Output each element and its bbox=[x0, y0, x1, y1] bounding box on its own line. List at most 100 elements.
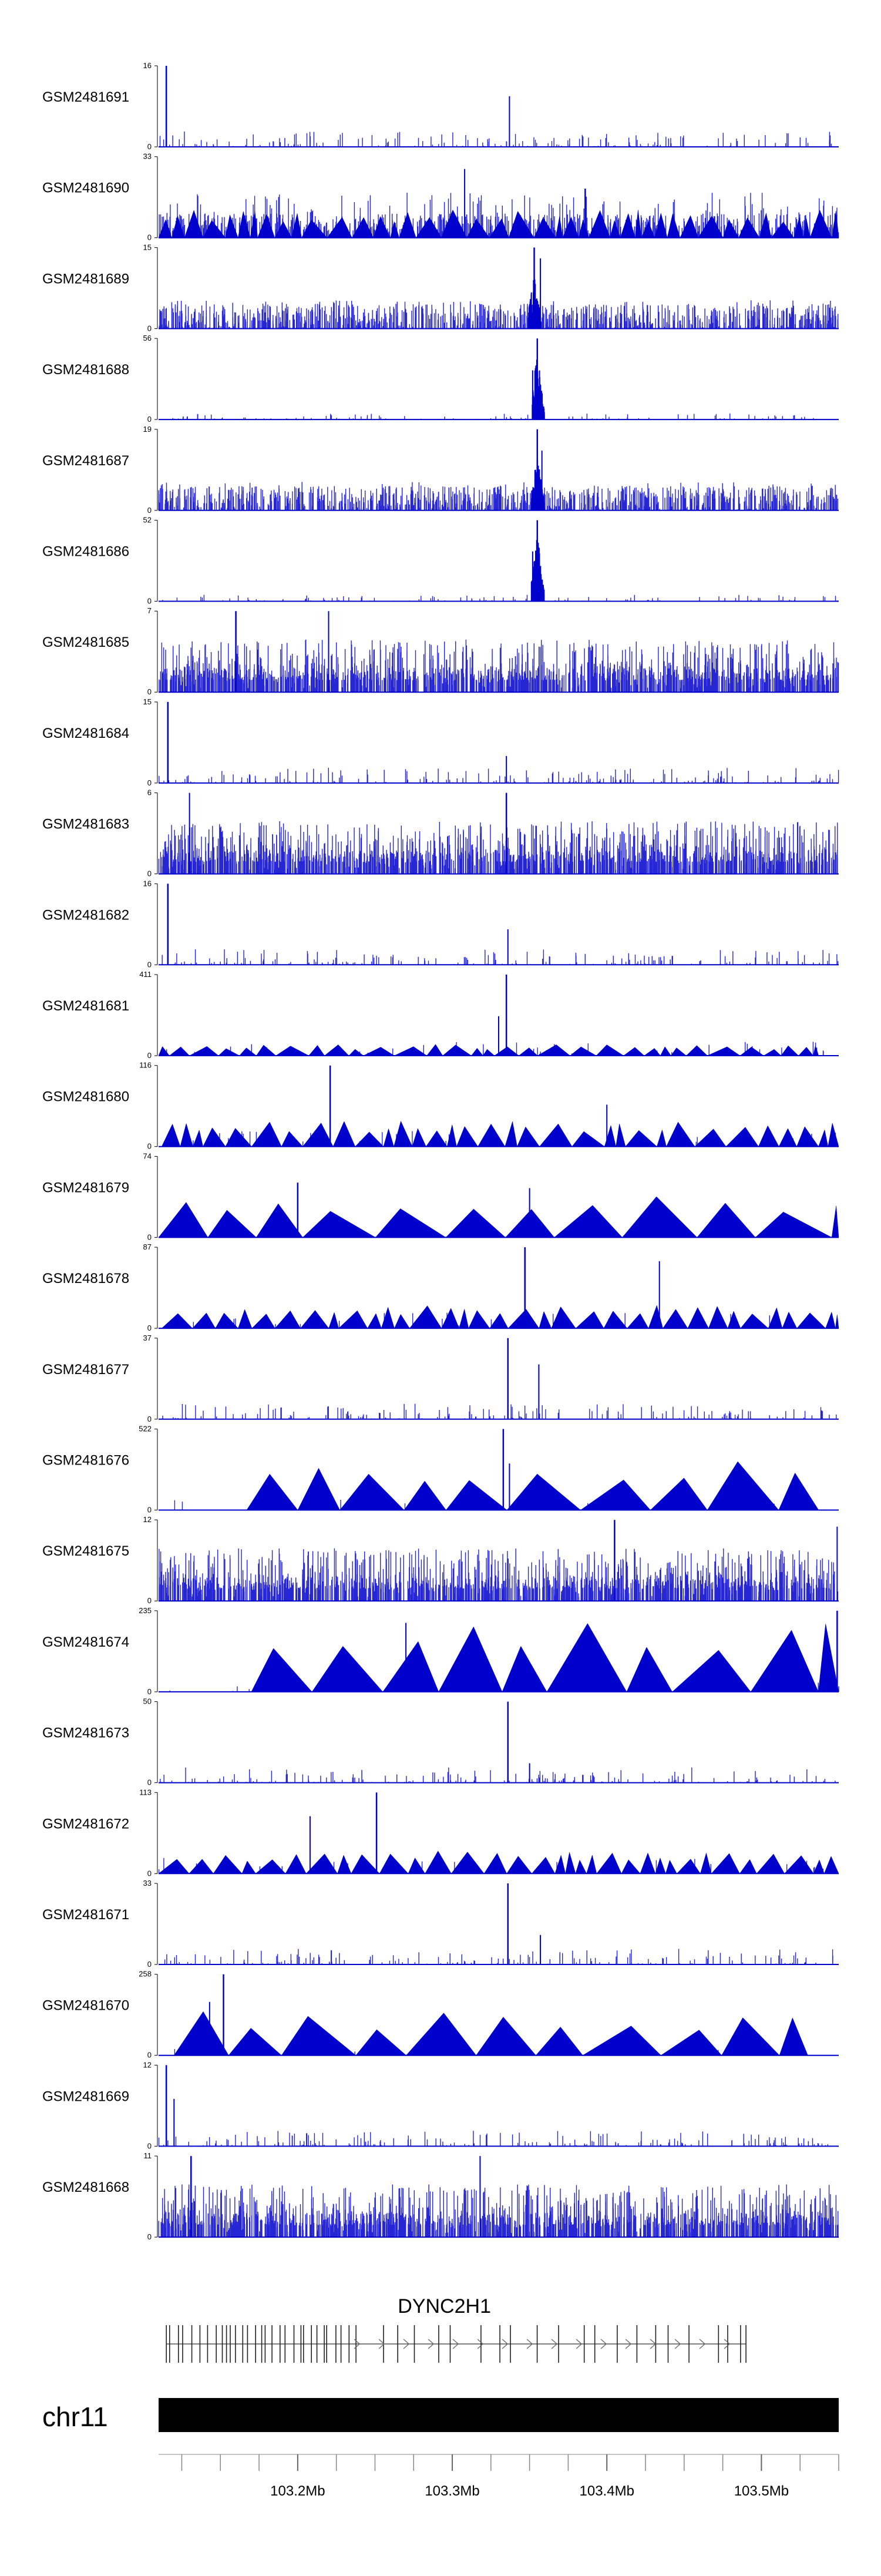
coverage-bars bbox=[165, 1682, 839, 1692]
coverage-bars bbox=[159, 300, 839, 329]
y-axis-max-label: 33 bbox=[143, 1879, 152, 1888]
y-axis-zero-label: 0 bbox=[147, 233, 152, 242]
track-GSM2481677: GSM2481677 37 0 bbox=[42, 1334, 839, 1423]
coverage-bars bbox=[159, 767, 839, 783]
coverage-bars bbox=[162, 595, 838, 602]
track-label: GSM2481672 bbox=[42, 1816, 129, 1832]
y-axis-max-label: 11 bbox=[144, 2151, 152, 2160]
track-GSM2481668: GSM2481668 11 0 bbox=[42, 2151, 839, 2241]
y-axis-zero-label: 0 bbox=[147, 1324, 152, 1332]
y-axis-zero-label: 0 bbox=[147, 1142, 152, 1151]
coverage-bars bbox=[162, 1403, 839, 1419]
track-GSM2481684: GSM2481684 15 0 bbox=[42, 697, 839, 787]
track-label: GSM2481683 bbox=[42, 817, 129, 832]
tracks-layer: GSM2481691160GSM2481690330GSM2481689150G… bbox=[42, 61, 839, 2241]
track-label: GSM2481675 bbox=[42, 1543, 129, 1559]
y-axis-max-label: 37 bbox=[143, 1334, 152, 1342]
y-axis-zero-label: 0 bbox=[147, 778, 152, 787]
track-label: GSM2481678 bbox=[42, 1271, 129, 1287]
chromosome-ideogram: chr11 bbox=[42, 2398, 839, 2432]
coverage-bars bbox=[159, 639, 839, 693]
y-axis-zero-label: 0 bbox=[147, 1778, 152, 1787]
y-axis-zero-label: 0 bbox=[147, 1051, 152, 1060]
y-axis-max-label: 12 bbox=[143, 2060, 152, 2069]
genomic-axis: 103.2Mb 103.3Mb 103.4Mb 103.5Mb bbox=[159, 2454, 839, 2499]
y-axis-zero-label: 0 bbox=[147, 869, 152, 878]
gene-model: DYNC2H1 bbox=[166, 2295, 747, 2363]
y-axis-max-label: 522 bbox=[139, 1425, 152, 1433]
coverage-bars bbox=[158, 2131, 829, 2147]
track-GSM2481685: GSM2481685 7 0 bbox=[42, 606, 839, 696]
y-axis-max-label: 12 bbox=[143, 1515, 152, 1524]
coverage-bars bbox=[158, 482, 839, 511]
coverage-bars bbox=[159, 192, 839, 238]
track-label: GSM2481680 bbox=[42, 1089, 129, 1105]
y-axis-zero-label: 0 bbox=[147, 1960, 152, 1969]
coverage-triangles bbox=[251, 1623, 839, 1692]
y-axis-zero-label: 0 bbox=[147, 415, 152, 424]
y-axis-max-label: 411 bbox=[139, 970, 152, 979]
y-axis-max-label: 52 bbox=[143, 516, 152, 525]
track-GSM2481674: GSM2481674 235 0 bbox=[42, 1606, 839, 1696]
track-GSM2481691: GSM2481691 16 0 bbox=[42, 61, 839, 151]
y-axis-max-label: 7 bbox=[147, 606, 152, 615]
y-axis-max-label: 113 bbox=[139, 1788, 152, 1796]
strand-arrows bbox=[354, 2339, 731, 2349]
track-GSM2481673: GSM2481673 50 0 bbox=[42, 1697, 839, 1787]
x-tick-label: 103.4Mb bbox=[580, 2483, 634, 2499]
track-label: GSM2481690 bbox=[42, 180, 129, 196]
coverage-bars bbox=[169, 1312, 832, 1329]
track-GSM2481680: GSM2481680 116 0 bbox=[42, 1061, 839, 1151]
coverage-bars bbox=[159, 131, 834, 147]
track-GSM2481686: GSM2481686 52 0 bbox=[42, 516, 839, 606]
track-GSM2481689: GSM2481689 15 0 bbox=[42, 243, 839, 333]
y-axis-zero-label: 0 bbox=[147, 142, 152, 151]
y-axis-max-label: 15 bbox=[143, 243, 152, 251]
coverage-triangles bbox=[246, 1461, 819, 1510]
coverage-triangles bbox=[161, 1305, 839, 1329]
track-GSM2481670: GSM2481670 258 0 bbox=[42, 1970, 839, 2060]
y-axis-max-label: 87 bbox=[143, 1242, 152, 1251]
coverage-bars bbox=[160, 1767, 836, 1783]
track-GSM2481690: GSM2481690 33 0 bbox=[42, 152, 839, 242]
gene-label: DYNC2H1 bbox=[398, 2295, 491, 2318]
track-GSM2481675: GSM2481675 12 0 bbox=[42, 1515, 839, 1605]
track-GSM2481683: GSM2481683 6 0 bbox=[42, 788, 839, 878]
track-label: GSM2481691 bbox=[42, 89, 129, 105]
y-axis-zero-label: 0 bbox=[147, 687, 152, 696]
track-GSM2481688: GSM2481688 56 0 bbox=[42, 334, 839, 424]
y-axis-zero-label: 0 bbox=[147, 1415, 152, 1423]
y-axis-max-label: 16 bbox=[143, 879, 152, 888]
y-axis-max-label: 16 bbox=[143, 61, 152, 70]
track-GSM2481671: GSM2481671 33 0 bbox=[42, 1879, 839, 1969]
y-axis-zero-label: 0 bbox=[147, 2232, 152, 2241]
track-label: GSM2481668 bbox=[42, 2179, 129, 2195]
coverage-triangles bbox=[161, 1120, 839, 1147]
track-label: GSM2481687 bbox=[42, 453, 129, 469]
track-label: GSM2481681 bbox=[42, 998, 129, 1014]
track-label: GSM2481671 bbox=[42, 1907, 129, 1923]
track-label: GSM2481682 bbox=[42, 907, 129, 923]
coverage-bars bbox=[160, 1949, 833, 1964]
track-label: GSM2481673 bbox=[42, 1725, 129, 1741]
y-axis-max-label: 235 bbox=[139, 1606, 152, 1615]
track-label: GSM2481684 bbox=[42, 726, 129, 741]
y-axis-zero-label: 0 bbox=[147, 597, 152, 606]
track-GSM2481681: GSM2481681 411 0 bbox=[42, 970, 839, 1060]
track-label: GSM2481674 bbox=[42, 1634, 129, 1650]
track-label: GSM2481676 bbox=[42, 1453, 129, 1469]
y-axis-max-label: 116 bbox=[139, 1061, 152, 1070]
y-axis-max-label: 33 bbox=[143, 152, 152, 161]
track-GSM2481669: GSM2481669 12 0 bbox=[42, 2060, 839, 2150]
y-axis-zero-label: 0 bbox=[147, 1232, 152, 1241]
y-axis-zero-label: 0 bbox=[147, 960, 152, 969]
y-axis-zero-label: 0 bbox=[147, 324, 152, 333]
track-label: GSM2481677 bbox=[42, 1362, 129, 1378]
track-label: GSM2481685 bbox=[42, 634, 129, 650]
coverage-bars bbox=[164, 2045, 812, 2056]
x-tick-label: 103.3Mb bbox=[425, 2483, 479, 2499]
coverage-bars bbox=[161, 949, 839, 965]
y-axis-zero-label: 0 bbox=[147, 1596, 152, 1605]
